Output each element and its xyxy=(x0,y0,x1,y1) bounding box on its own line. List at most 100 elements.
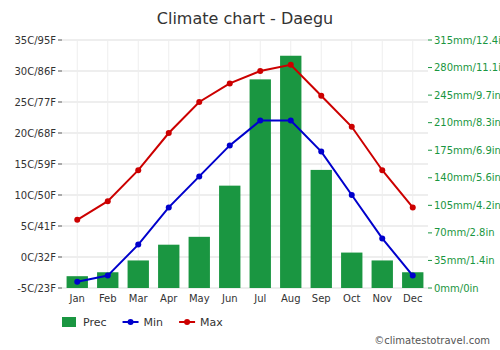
marker xyxy=(257,118,263,124)
x-axis: JanFebMarAprMayJunJulAugSepOctNovDec xyxy=(69,293,423,304)
tick xyxy=(428,95,432,96)
marker xyxy=(410,204,416,210)
tick-label: 25C/77F xyxy=(14,97,56,108)
tick-label: 280mm/11.1in xyxy=(434,62,500,73)
legend-item: Min xyxy=(123,316,164,329)
category-label: Mar xyxy=(129,293,149,304)
tick-label: -5C/23F xyxy=(17,283,56,294)
marker xyxy=(227,80,233,86)
grid-line-x xyxy=(412,40,413,288)
marker xyxy=(257,68,263,74)
bar xyxy=(372,260,393,288)
tick xyxy=(428,260,432,261)
marker xyxy=(74,217,80,223)
marker xyxy=(318,149,324,155)
marker xyxy=(196,99,202,105)
marker xyxy=(166,130,172,136)
grid-line xyxy=(62,164,428,165)
tick xyxy=(428,150,432,151)
tick-label: 70mm/2.8in xyxy=(434,227,495,238)
bar xyxy=(128,260,149,288)
legend-label: Max xyxy=(200,316,223,329)
legend-item: Prec xyxy=(62,316,107,329)
tick xyxy=(58,102,62,103)
bar xyxy=(341,253,362,288)
bar xyxy=(97,272,118,288)
bar xyxy=(280,56,301,288)
tick-label: 35mm/1.4in xyxy=(434,255,495,266)
marker xyxy=(288,62,294,68)
category-label: Oct xyxy=(343,293,360,304)
marker xyxy=(288,118,294,124)
tick-label: 20C/68F xyxy=(14,128,56,139)
marker xyxy=(349,124,355,130)
marker xyxy=(135,167,141,173)
chart: -5C/23F0C/32F5C/41F10C/50F15C/59F20C/68F… xyxy=(0,0,500,350)
tick-label: 105mm/4.2in xyxy=(434,200,500,211)
marker xyxy=(349,192,355,198)
tick-label: 10C/50F xyxy=(14,190,56,201)
grid-line-x xyxy=(351,40,352,288)
grid-line xyxy=(62,257,428,258)
tick xyxy=(58,257,62,258)
grid-line-x xyxy=(382,40,383,288)
bar xyxy=(158,245,179,288)
tick-label: 15C/59F xyxy=(14,159,56,170)
tick-label: 175mm/6.9in xyxy=(434,145,500,156)
tick-label: 245mm/9.7in xyxy=(434,90,500,101)
line xyxy=(77,121,413,282)
grid-line xyxy=(62,71,428,72)
legend-marker xyxy=(184,319,190,325)
marker xyxy=(166,204,172,210)
tick xyxy=(428,40,432,41)
bar-series xyxy=(67,56,424,288)
category-label: Jun xyxy=(221,293,238,304)
tick xyxy=(58,164,62,165)
annotation: ©climatestotravel.com xyxy=(374,335,490,346)
bar xyxy=(402,272,423,288)
marker xyxy=(105,273,111,279)
grid-line-x xyxy=(107,40,108,288)
marker xyxy=(379,235,385,241)
category-label: Apr xyxy=(160,293,178,304)
marker xyxy=(196,173,202,179)
title: Climate chart - Daegu xyxy=(157,9,333,28)
tick xyxy=(58,226,62,227)
tick-label: 5C/41F xyxy=(21,221,56,232)
tick-label: 30C/86F xyxy=(14,66,56,77)
tick xyxy=(58,71,62,72)
marker xyxy=(105,198,111,204)
tick-label: 0mm/0in xyxy=(434,283,479,294)
tick xyxy=(428,177,432,178)
marker xyxy=(74,279,80,285)
legend-item: Max xyxy=(179,316,223,329)
category-label: Nov xyxy=(372,293,392,304)
tick xyxy=(428,288,432,289)
tick xyxy=(58,195,62,196)
grid xyxy=(62,40,428,288)
tick-label: 315mm/12.4in xyxy=(434,35,500,46)
y2-axis: 0mm/0in35mm/1.4in70mm/2.8in105mm/4.2in14… xyxy=(428,35,500,294)
legend-swatch xyxy=(62,317,76,327)
grid-line-x xyxy=(138,40,139,288)
tick xyxy=(428,232,432,233)
tick xyxy=(428,205,432,206)
category-label: Dec xyxy=(403,293,422,304)
line xyxy=(77,65,413,220)
category-label: Jul xyxy=(253,293,266,304)
marker xyxy=(318,93,324,99)
bar xyxy=(67,276,88,288)
marker xyxy=(227,142,233,148)
bar xyxy=(189,237,210,288)
line-series xyxy=(74,118,416,285)
marker xyxy=(135,242,141,248)
marker xyxy=(410,273,416,279)
category-label: Aug xyxy=(281,293,301,304)
bar xyxy=(250,79,271,288)
legend-label: Prec xyxy=(83,316,107,329)
legend-marker xyxy=(128,319,134,325)
tick xyxy=(58,40,62,41)
legend-label: Min xyxy=(144,316,164,329)
tick-label: 35C/95F xyxy=(14,35,56,46)
grid-line-x xyxy=(77,40,78,288)
